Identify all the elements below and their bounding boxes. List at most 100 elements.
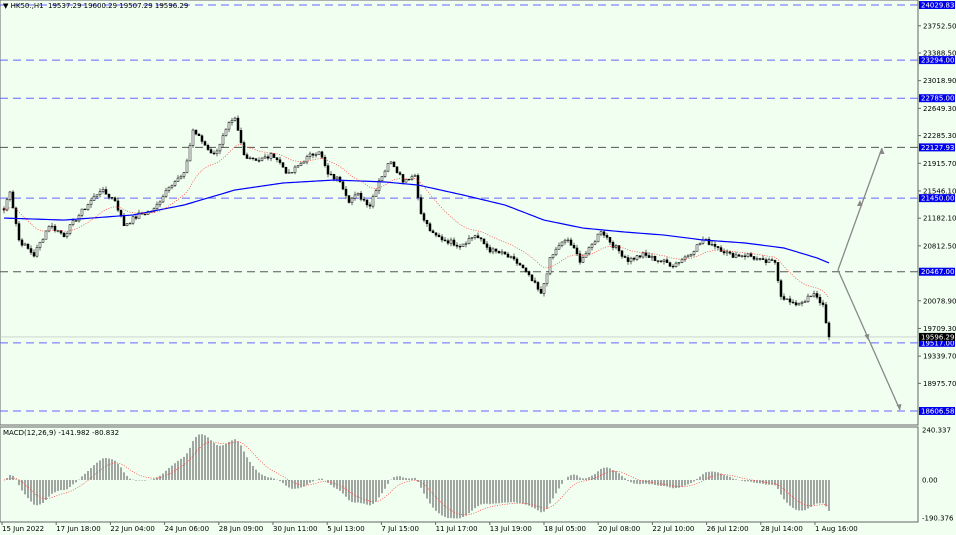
level-badge bbox=[919, 407, 955, 415]
candle-body bbox=[818, 297, 822, 304]
time-label: 24 Jun 06:00 bbox=[165, 525, 209, 533]
candle-body bbox=[137, 212, 141, 219]
candle-body bbox=[299, 162, 303, 166]
candle-body bbox=[533, 280, 537, 283]
candle-body bbox=[665, 259, 669, 263]
projection-arrow bbox=[837, 147, 883, 271]
candle-body bbox=[788, 298, 792, 303]
candle-body bbox=[392, 161, 396, 168]
candle-body bbox=[320, 151, 324, 158]
level-badge bbox=[919, 338, 955, 347]
candle-body bbox=[317, 151, 321, 155]
candle-body bbox=[365, 199, 369, 206]
candle-body bbox=[380, 176, 384, 182]
candle-body bbox=[620, 250, 624, 257]
candle-body bbox=[482, 238, 486, 245]
candle-body bbox=[272, 153, 276, 158]
candle-body bbox=[278, 159, 282, 163]
price-tick-label: 21915.70 bbox=[923, 160, 956, 168]
candle-body bbox=[386, 163, 390, 172]
candle-body bbox=[242, 142, 246, 155]
candle-body bbox=[806, 295, 810, 302]
macd-axis-label: -190.376 bbox=[922, 515, 954, 523]
candle-body bbox=[494, 248, 498, 252]
candle-body bbox=[542, 283, 546, 294]
arrowhead-icon bbox=[857, 200, 863, 206]
candle-body bbox=[341, 181, 345, 190]
candle-body bbox=[443, 239, 447, 242]
candle-body bbox=[404, 179, 408, 183]
candle-body bbox=[440, 236, 444, 241]
time-label: 13 Jul 19:00 bbox=[490, 525, 532, 533]
level-label: 19517.00 bbox=[921, 339, 954, 347]
candle-body bbox=[68, 224, 72, 234]
candle-body bbox=[761, 258, 765, 260]
time-label: 28 Jun 09:00 bbox=[219, 525, 263, 533]
candle-body bbox=[8, 191, 12, 200]
price-tick-label: 21182.10 bbox=[923, 215, 956, 223]
candle-body bbox=[275, 157, 279, 160]
candle-body bbox=[680, 259, 684, 263]
level-label: 22785.00 bbox=[921, 95, 954, 103]
candle-body bbox=[557, 245, 561, 250]
candle-body bbox=[215, 150, 219, 154]
candle-body bbox=[134, 216, 138, 219]
time-label: 17 Jun 18:00 bbox=[56, 525, 100, 533]
macd-axis-label: 240.337 bbox=[922, 427, 951, 435]
candle-body bbox=[485, 243, 489, 248]
candle-body bbox=[416, 175, 420, 198]
candle-body bbox=[689, 254, 693, 257]
current-price-badge bbox=[919, 332, 955, 341]
candle-body bbox=[395, 166, 399, 173]
candle-body bbox=[32, 252, 36, 257]
candle-body bbox=[74, 220, 78, 222]
candle-body bbox=[677, 262, 681, 264]
candle-body bbox=[20, 239, 24, 246]
candle-body bbox=[713, 243, 717, 247]
level-label: 21450.00 bbox=[921, 195, 954, 203]
candle-body bbox=[809, 295, 813, 298]
price-tick-label: 22285.30 bbox=[923, 132, 956, 140]
candle-body bbox=[203, 141, 207, 146]
candle-body bbox=[776, 262, 780, 281]
candle-body bbox=[182, 172, 186, 177]
candle-body bbox=[338, 176, 342, 183]
level-badge bbox=[919, 267, 955, 276]
candle-body bbox=[119, 209, 123, 216]
candle-body bbox=[101, 189, 105, 192]
candle-body bbox=[551, 254, 555, 258]
candle-body bbox=[611, 241, 615, 248]
candle-body bbox=[332, 174, 336, 180]
candle-body bbox=[692, 251, 696, 255]
candle-body bbox=[56, 230, 60, 232]
candle-body bbox=[638, 255, 642, 258]
time-label: 20 Jul 08:00 bbox=[598, 525, 640, 533]
candle-body bbox=[62, 232, 66, 237]
candle-body bbox=[107, 194, 111, 198]
candle-body bbox=[128, 222, 132, 225]
price-tick-label: 21546.10 bbox=[923, 187, 956, 195]
level-badge bbox=[919, 194, 955, 203]
candle-body bbox=[287, 172, 291, 174]
candle-body bbox=[626, 257, 630, 262]
candle-body bbox=[824, 304, 828, 324]
ma-fast-line bbox=[3, 144, 830, 299]
candle-body bbox=[350, 197, 354, 203]
candle-body bbox=[791, 301, 795, 304]
price-tick-label: 19709.30 bbox=[923, 325, 956, 333]
candle-body bbox=[50, 225, 54, 228]
candle-body bbox=[266, 156, 270, 159]
time-label: 26 Jul 12:00 bbox=[707, 525, 749, 533]
candle-body bbox=[161, 196, 165, 203]
time-label: 22 Jun 04:00 bbox=[110, 525, 154, 533]
candle-body bbox=[221, 135, 225, 145]
time-label: 11 Jul 17:00 bbox=[436, 525, 478, 533]
candle-body bbox=[311, 153, 315, 156]
macd-signal-line bbox=[3, 441, 830, 516]
candle-body bbox=[785, 298, 789, 300]
candle-body bbox=[449, 239, 453, 244]
candle-body bbox=[461, 243, 465, 247]
candle-body bbox=[314, 154, 318, 156]
candle-body bbox=[173, 181, 177, 186]
